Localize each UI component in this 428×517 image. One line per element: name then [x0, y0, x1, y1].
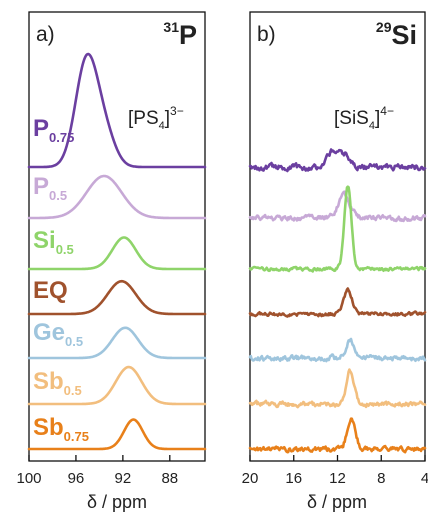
- panel-a-trace-ge-0.5: [27, 326, 207, 360]
- panel-a-x-axis-title: δ / ppm: [87, 492, 147, 512]
- panel-a-trace-sb-0.5: [27, 365, 207, 406]
- panel-b-trace-eq: [248, 287, 427, 318]
- series-label-sb-0.75: Sb0.75: [33, 414, 89, 444]
- panel-b-x-axis-title: δ / ppm: [307, 492, 367, 512]
- panel-b-letter: b): [257, 23, 276, 46]
- panel-b-trace-sb-0.5: [248, 368, 427, 409]
- panel-a-trace-p-0.5: [27, 174, 207, 220]
- panel-a-x-tick-label-92: 92: [115, 470, 132, 487]
- panel-b-x-tick-label-20: 20: [242, 470, 259, 487]
- panel-b-trace-p-0.5: [248, 190, 427, 223]
- panel-a-frame: [28, 11, 206, 462]
- panel-b-x-tick-label-16: 16: [285, 470, 302, 487]
- panel-a-x-axis: 100 96 92 88: [16, 455, 178, 487]
- panel-b-x-tick-label-12: 12: [329, 470, 346, 487]
- panel-b-x-axis: 20 16 12 8 4: [242, 455, 428, 487]
- panel-a-species-label: [PS4]3−: [128, 104, 184, 132]
- panel-b-trace-ge-0.5: [248, 337, 427, 363]
- panel-a-letter: a): [36, 23, 55, 46]
- series-label-si-0.5: Si0.5: [33, 227, 74, 257]
- panel-b-x-tick-label-8: 8: [377, 470, 385, 487]
- panel-a-trace-eq: [27, 279, 207, 316]
- panel-a-trace-p-0.75: [27, 52, 207, 169]
- panel-b-frame: [249, 11, 426, 462]
- panel-a-x-tick-label-96: 96: [68, 470, 85, 487]
- panel-a-trace-si-0.5: [27, 236, 207, 271]
- panel-a-traces: [27, 52, 207, 451]
- panel-b-nucleus: 29Si: [376, 19, 417, 50]
- series-label-eq: EQ: [33, 277, 68, 304]
- panel-b-x-tick-label-4: 4: [421, 470, 428, 487]
- panel-b-traces: [248, 148, 427, 454]
- series-labels: P0.75 P0.5 Si0.5 EQ Ge0.5 Sb0.5 Sb0.75: [33, 115, 89, 444]
- panel-a-trace-sb-0.75: [27, 418, 207, 451]
- panel-a-x-tick-label-100: 100: [16, 470, 41, 487]
- panel-b-trace-sb-0.75: [248, 417, 427, 454]
- panel-b-trace-p-0.75: [248, 148, 427, 173]
- panel-a-nucleus: 31P: [163, 19, 197, 50]
- series-label-p-0.75: P0.75: [33, 115, 74, 145]
- series-label-ge-0.5: Ge0.5: [33, 319, 83, 349]
- series-label-p-0.5: P0.5: [33, 173, 67, 203]
- series-label-sb-0.5: Sb0.5: [33, 368, 82, 398]
- panel-b-trace-si-0.5: [248, 185, 427, 273]
- panel-a-x-tick-label-88: 88: [161, 470, 178, 487]
- panel-b-species-label: [SiS4]4−: [334, 104, 394, 132]
